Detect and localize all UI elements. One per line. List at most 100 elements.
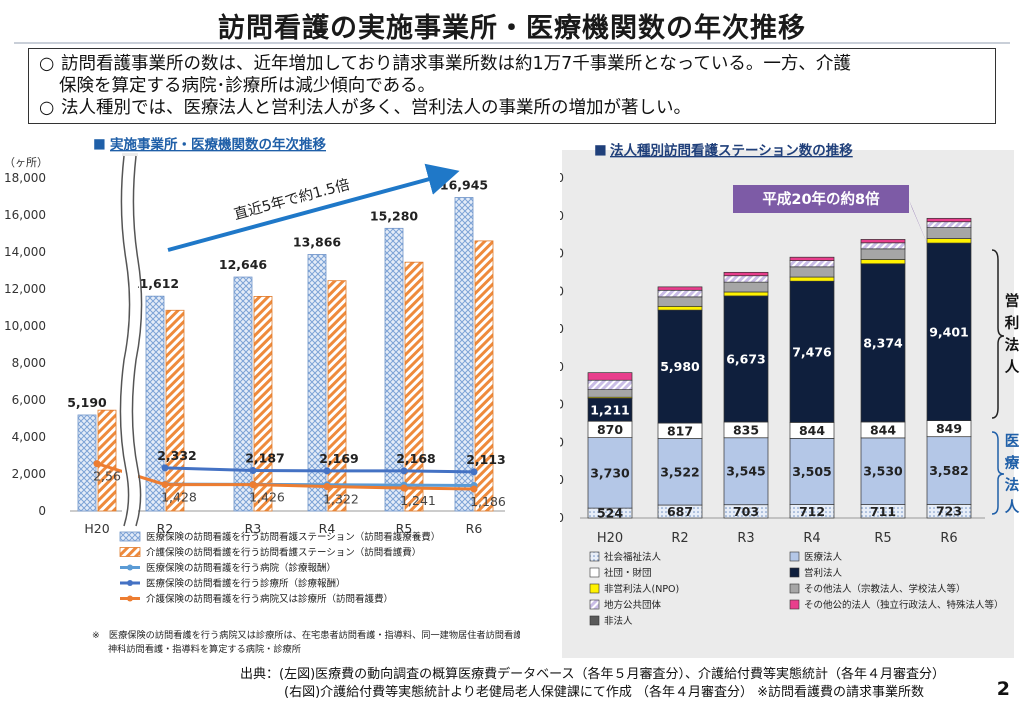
line-point	[93, 460, 101, 468]
legend-item: その他公的法人（独立行政法人、特殊法人等）	[804, 599, 1004, 611]
callout-pointer	[909, 200, 930, 250]
data-label: 2,169	[319, 451, 359, 466]
stack-segment	[926, 436, 972, 505]
data-label: 6,673	[726, 351, 766, 366]
bar-mark	[97, 409, 117, 512]
data-label: 870	[597, 422, 623, 437]
legend-item: 営利法人	[804, 567, 843, 579]
data-label: 15,280	[370, 208, 419, 223]
brace-label-char: 医	[1005, 433, 1020, 450]
stack-segment	[789, 280, 835, 423]
legend-item: 社会福祉法人	[604, 551, 662, 563]
legend-item: 介護保険の訪問看護を行う訪問看護ステーション（訪問看護費）	[146, 547, 421, 559]
data-label: 817	[667, 423, 693, 438]
data-label: 1,211	[590, 402, 630, 417]
data-label: 3,582	[929, 463, 969, 478]
line-point	[249, 467, 257, 475]
callout-box	[733, 185, 909, 213]
x-tick-label: R4	[803, 531, 820, 546]
x-tick-label: R5	[874, 531, 891, 546]
data-label: 1,426	[249, 490, 285, 505]
data-label: 3,505	[792, 464, 832, 479]
line-point	[400, 467, 408, 475]
brace-label-char: 法	[1005, 476, 1020, 494]
stack-segment	[860, 242, 906, 250]
title-bar: 訪問看護の実施事業所・医療機関数の年次推移	[0, 0, 1024, 46]
legend-swatch	[589, 551, 600, 562]
data-label: 13,866	[293, 234, 342, 249]
stack-segment	[860, 437, 906, 505]
data-label: 2,113	[466, 452, 506, 467]
legend-swatch	[119, 547, 141, 557]
stack-segment	[926, 238, 972, 244]
x-tick-label: R5	[396, 521, 413, 536]
bar-mark	[253, 295, 273, 512]
stack-segment	[926, 227, 972, 239]
brace-label-char: 営	[1005, 292, 1020, 310]
data-label: 2,168	[396, 451, 436, 466]
stack-segment	[657, 438, 703, 506]
data-label: 849	[936, 421, 962, 436]
left-chart-title-marker: ■	[93, 136, 106, 152]
x-tick-label: R3	[245, 521, 262, 536]
data-label: 5,190	[67, 395, 107, 410]
bar-mark	[454, 197, 474, 512]
y-axis-unit-label: （ヶ所）	[560, 156, 566, 169]
data-label: 3,522	[660, 464, 700, 479]
legend-item: 医療保険の訪問看護を行う診療所（診療報酬）	[146, 578, 346, 590]
legend-item: 社団・財団	[604, 567, 652, 579]
stack-segment	[860, 263, 906, 423]
source-line-1: 出典：(左図)医療費の動向調査の概算医療費データベース（各年５月審査分）、介護給…	[240, 667, 945, 682]
data-label: 712	[799, 504, 825, 519]
legend-swatch	[789, 583, 800, 594]
x-tick-label: R6	[940, 531, 957, 546]
bar-mark	[165, 309, 185, 512]
bar-mark	[77, 414, 97, 512]
right-chart-title: 法人種別訪問看護ステーション数の推移	[610, 142, 853, 159]
y-axis-unit-label: （ヶ所）	[4, 156, 48, 169]
data-label: 844	[799, 423, 825, 438]
legend-swatch	[589, 615, 600, 626]
bar-mark	[474, 240, 494, 512]
stack-segment	[789, 276, 835, 282]
data-label: 2,561	[93, 469, 129, 484]
data-label: 844	[870, 422, 896, 437]
stack-segment	[587, 379, 633, 390]
data-label: 524	[597, 506, 623, 521]
y-tick-label: 12,000	[4, 282, 46, 296]
data-label: 703	[733, 504, 759, 519]
bar-mark	[233, 276, 253, 512]
left-chart: ■ 実施事業所・医療機関数の年次推移 （ヶ所） 0 2,000 4,000 6,000 8,0…	[4, 136, 520, 655]
brace-label-char: 人	[1005, 499, 1020, 516]
x-tick-label: R2	[157, 521, 174, 536]
stack-segment	[723, 291, 769, 297]
data-label: 835	[733, 422, 759, 437]
stack-segment	[789, 266, 835, 278]
bullet-circle: ○	[39, 98, 55, 118]
y-tick-label: 14,000	[4, 245, 46, 259]
data-label: 687	[667, 504, 693, 519]
x-tick-label: R4	[319, 521, 336, 536]
axis-break-line	[119, 155, 131, 527]
stack-segment	[657, 289, 703, 298]
y-tick-label: 8,000	[12, 356, 46, 370]
right-chart: ■法人種別訪問看護ステーション数の推移 （ヶ所） 0 2,000 4,000 6,000 8…	[560, 142, 1020, 627]
y-tick-label: 4,000	[560, 435, 564, 449]
y-tick-label: 14,000	[560, 247, 564, 261]
legend-item: 非法人	[604, 615, 633, 627]
data-label: 1,186	[470, 494, 506, 509]
source-line-2: (右図)介護給付費等実態統計より老健局老人保健課にて作成 （各年４月審査分） ※…	[284, 685, 925, 700]
legend-item: 医療法人	[804, 551, 843, 563]
footnote-line: 神科訪問看護・指導料を算定する病院・診療所	[108, 643, 301, 655]
y-tick-label: 2,000	[560, 473, 564, 487]
data-label: 3,730	[590, 465, 630, 480]
y-tick-label: 16,000	[560, 209, 564, 223]
stack-segment	[860, 239, 906, 244]
line-point	[161, 481, 169, 489]
summary-line-1: 訪問看護事業所の数は、近年増加しており請求事業所数は約1万7千事業所となっている…	[61, 54, 851, 74]
brace-label-char: 人	[1005, 359, 1020, 376]
stack-segment	[723, 281, 769, 293]
stack-segment	[789, 437, 835, 505]
data-label: 9,401	[929, 324, 969, 339]
y-tick-label: 18,000	[4, 171, 46, 185]
